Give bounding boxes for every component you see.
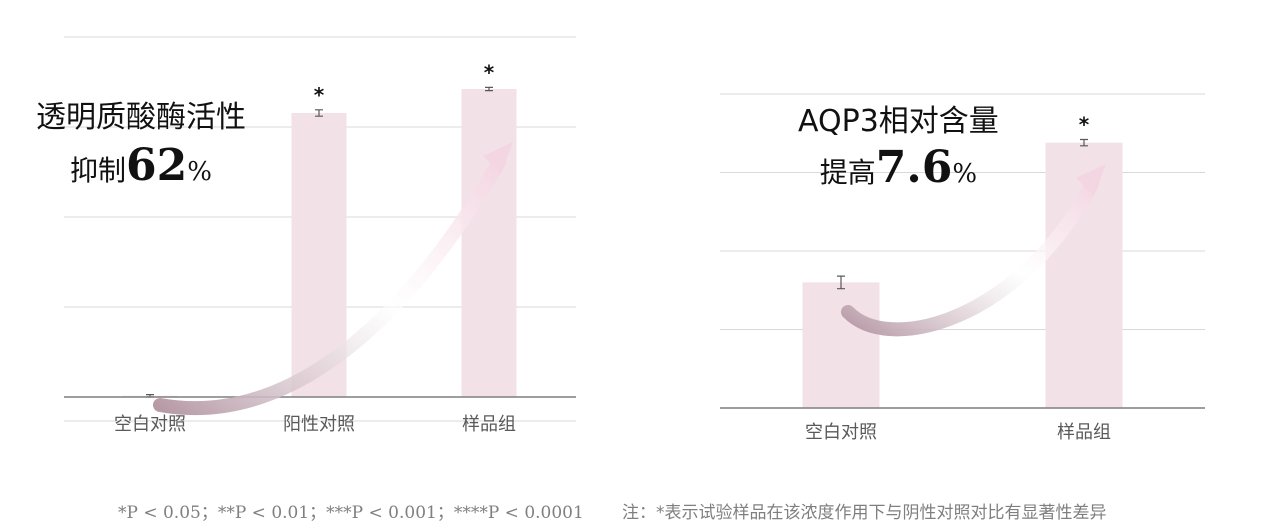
left-callout-number: 62 <box>126 140 188 191</box>
left-bar <box>461 89 517 397</box>
right-error-bar <box>837 275 845 290</box>
left-callout: 透明质酸酶活性 抑制62% <box>36 92 246 191</box>
footnote-significance: 注：*表示试验样品在该浓度作用下与阴性对照对比有显著性差异 <box>622 503 1107 523</box>
right-callout-title: AQP3相对含量 <box>798 104 999 139</box>
left-category-label: 样品组 <box>462 414 516 435</box>
right-trend-arrow <box>841 177 1099 337</box>
right-trend-arrow-head <box>1076 164 1106 196</box>
right-bar <box>802 282 880 408</box>
right-significance-mark: * <box>1079 113 1090 137</box>
left-category-label: 空白对照 <box>114 414 186 435</box>
footnote-pvalues: *P < 0.05；**P < 0.01；***P < 0.001；****P … <box>118 503 584 523</box>
left-trend-arrow-head <box>483 142 513 174</box>
right-error-bar <box>1080 138 1088 147</box>
left-callout-unit: % <box>187 157 212 187</box>
left-significance-mark: * <box>314 83 325 107</box>
left-callout-title: 透明质酸酶活性 <box>36 100 246 135</box>
left-error-bar <box>315 109 323 117</box>
left-callout-value: 抑制62% <box>36 140 246 191</box>
left-significance-mark: * <box>484 60 495 84</box>
left-chart: * * 空白对照 阳性对照 样品组 透明质酸酶活性 抑制62% <box>0 0 600 480</box>
right-callout-number: 7.6 <box>875 142 953 193</box>
right-chart: * 空白对照 样品组 AQP3相对含量 提高7.6% <box>720 93 1205 443</box>
right-callout-value: 提高7.6% <box>798 142 999 193</box>
right-chart-svg: * 空白对照 样品组 <box>720 93 1205 443</box>
right-category-label: 样品组 <box>1057 422 1111 443</box>
left-category-label: 阳性对照 <box>283 414 355 435</box>
left-error-bar <box>485 86 493 92</box>
left-chart-svg: * * 空白对照 阳性对照 样品组 <box>64 36 576 435</box>
right-callout: AQP3相对含量 提高7.6% <box>798 96 999 193</box>
left-trend-arrow <box>153 155 506 416</box>
right-callout-prefix: 提高 <box>819 156 876 189</box>
left-callout-prefix: 抑制 <box>70 154 127 187</box>
right-category-label: 空白对照 <box>805 422 877 443</box>
right-callout-unit: % <box>952 159 978 189</box>
